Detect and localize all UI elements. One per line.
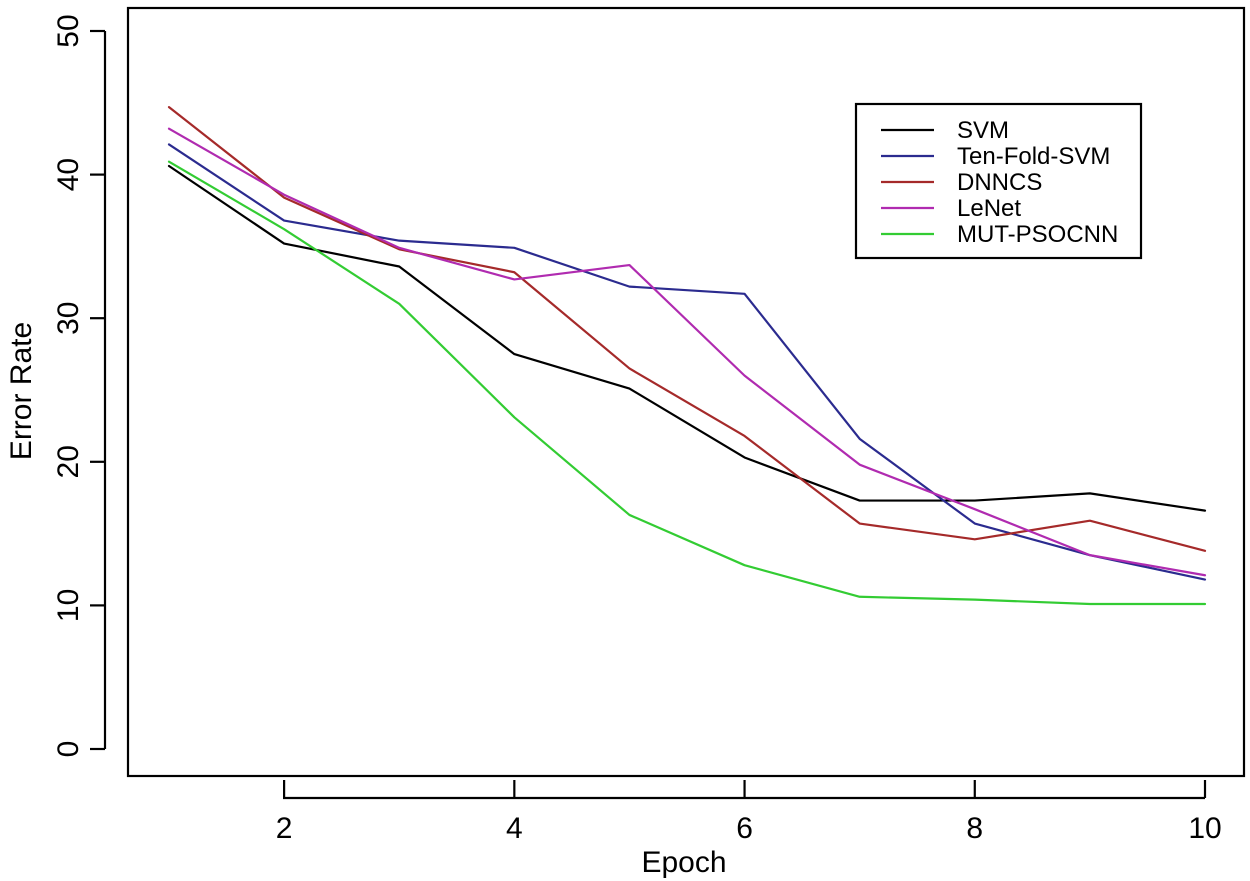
legend-label-mut-psocnn: MUT-PSOCNN xyxy=(957,221,1118,248)
x-tick-label: 10 xyxy=(1188,812,1221,845)
series-line-svm xyxy=(167,164,1207,512)
legend-label-dnncs: DNNCS xyxy=(957,169,1042,196)
x-tick-label: 6 xyxy=(736,812,753,845)
legend-label-svm: SVM xyxy=(957,117,1009,144)
series-line-lenet xyxy=(167,127,1207,577)
series-group xyxy=(167,106,1207,606)
y-tick-label: 50 xyxy=(52,14,85,47)
y-tick-label: 20 xyxy=(52,445,85,478)
series-line-dnncs xyxy=(167,106,1207,552)
y-tick-label: 0 xyxy=(52,741,85,758)
plot-border xyxy=(126,6,1246,778)
x-tick-label: 8 xyxy=(966,812,983,845)
legend-label-ten-fold-svm: Ten-Fold-SVM xyxy=(957,143,1110,170)
series-line-ten-fold-svm xyxy=(167,143,1207,581)
y-tick-label: 40 xyxy=(52,158,85,191)
x-axis: 2 4 6 8 10 xyxy=(276,780,1222,845)
legend-box xyxy=(854,102,1143,260)
y-tick-label: 30 xyxy=(52,302,85,335)
y-tick-label: 10 xyxy=(52,589,85,622)
series-line-mut-psocnn xyxy=(167,160,1207,606)
x-tick-label: 4 xyxy=(506,812,523,845)
legend-label-lenet: LeNet xyxy=(957,195,1021,222)
y-axis-title: Error Rate xyxy=(5,322,38,460)
x-tick-label: 2 xyxy=(276,812,293,845)
x-axis-title: Epoch xyxy=(641,846,726,879)
y-axis: 0 10 20 30 40 50 xyxy=(52,14,107,758)
